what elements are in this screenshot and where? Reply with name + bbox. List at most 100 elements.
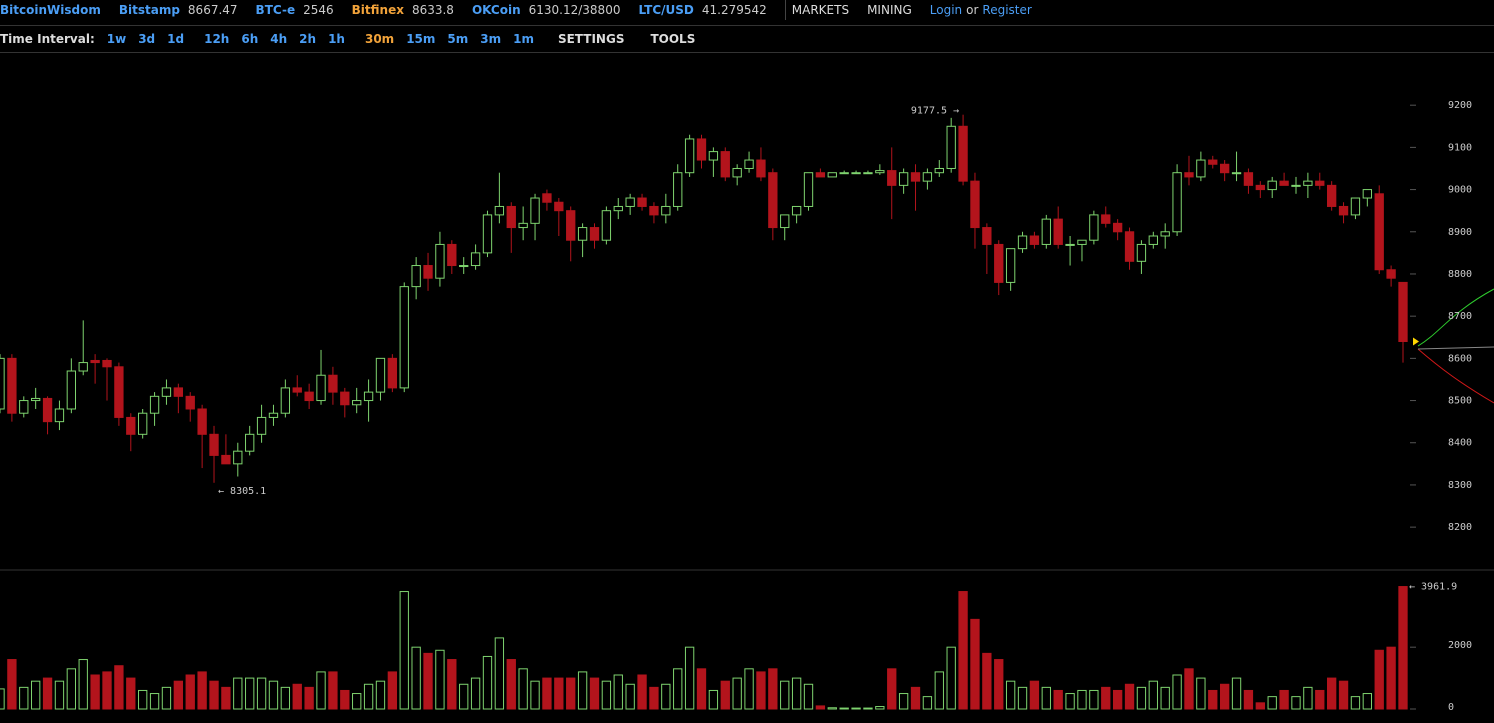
- volume-bar: [280, 686, 291, 710]
- interval[interactable]: 2h: [299, 32, 317, 46]
- interval[interactable]: 15m: [406, 32, 436, 46]
- candle-body: [447, 243, 457, 267]
- volume-bar: [506, 659, 516, 710]
- volume-bar: [1291, 696, 1301, 710]
- candle-body: [1017, 235, 1028, 250]
- volume-bar: [887, 668, 897, 710]
- volume-bar: [1148, 680, 1158, 710]
- ticker-name[interactable]: OKCoin: [471, 3, 521, 17]
- y-tick-label: 9100: [1448, 142, 1472, 153]
- volume-bar: [982, 652, 992, 710]
- login[interactable]: Login: [929, 3, 963, 17]
- interval[interactable]: 30m: [364, 32, 395, 46]
- candle-body: [1196, 159, 1206, 178]
- volume-bar: [1005, 680, 1016, 710]
- volume-bar: [1208, 689, 1218, 710]
- interval[interactable]: 6h: [241, 32, 259, 46]
- candle-body: [839, 172, 849, 175]
- volume-bar: [803, 683, 814, 710]
- menu[interactable]: MARKETS: [791, 3, 850, 17]
- volume-bar: [1112, 689, 1123, 710]
- volume-bar: [922, 696, 933, 710]
- ticker-name[interactable]: LTC/USD: [638, 3, 694, 17]
- candle-body: [554, 201, 564, 212]
- ticker-name[interactable]: BTC-e: [255, 3, 296, 17]
- candle-body: [1136, 243, 1147, 262]
- volume-bar: [958, 591, 968, 710]
- candle-body: [673, 172, 683, 207]
- interval[interactable]: 1h: [328, 32, 345, 46]
- candle-body: [459, 265, 469, 268]
- volume-bar: [851, 707, 861, 710]
- candle-body: [982, 227, 992, 245]
- ticker-name[interactable]: Bitstamp: [118, 3, 180, 17]
- volume-bar: [328, 671, 338, 710]
- candle-body: [209, 433, 219, 456]
- candle-body: [1148, 235, 1158, 245]
- candle-body: [1172, 172, 1182, 233]
- ticker-price: 6130.12/38800: [528, 3, 621, 17]
- menu[interactable]: TOOLS: [650, 32, 696, 46]
- candle-body: [494, 205, 505, 216]
- candle-body: [530, 197, 540, 224]
- interval[interactable]: 1d: [167, 32, 185, 46]
- volume-bar: [1267, 696, 1277, 710]
- volume-bar: [1398, 586, 1408, 710]
- candle-body: [1315, 180, 1325, 186]
- volume-bar: [970, 618, 980, 710]
- candle-body: [221, 454, 231, 465]
- ticker-price: 8667.47: [187, 3, 238, 17]
- candle-body: [173, 387, 184, 397]
- ticker-price: 8633.8: [411, 3, 454, 17]
- interval[interactable]: 4h: [270, 32, 288, 46]
- volume-tick-label: 0: [1448, 702, 1454, 713]
- volume-bar: [256, 677, 267, 710]
- ticker-price: 2546: [303, 3, 334, 17]
- candle-body: [1303, 180, 1313, 186]
- brand[interactable]: BitcoinWisdom: [0, 3, 101, 17]
- menu[interactable]: MINING: [867, 3, 912, 17]
- volume-bar: [459, 683, 469, 710]
- interval[interactable]: 3d: [138, 32, 156, 46]
- candle-body: [696, 138, 707, 161]
- volume-bar: [542, 677, 552, 710]
- candle-body: [233, 450, 243, 465]
- volume-bar: [720, 680, 730, 710]
- volume-bar: [756, 671, 766, 710]
- volume-bar: [138, 689, 148, 710]
- candle-body: [78, 362, 88, 372]
- volume-bar: [791, 677, 802, 710]
- volume-bar: [863, 707, 873, 710]
- candle-body: [970, 180, 980, 229]
- menu[interactable]: SETTINGS: [557, 32, 625, 46]
- top-bar: BitcoinWisdom Bitstamp 8667.47 BTC-e 2546 Bit…: [0, 0, 1494, 26]
- volume-bar: [304, 686, 314, 710]
- ticker-name[interactable]: Bitfinex: [351, 3, 404, 17]
- candle-body: [1255, 184, 1265, 191]
- volume-bar: [1315, 689, 1325, 710]
- candle-body: [649, 205, 659, 216]
- candle-body: [161, 387, 172, 397]
- register[interactable]: Register: [982, 3, 1032, 17]
- interval[interactable]: 1w: [106, 32, 127, 46]
- candle-body: [197, 408, 207, 435]
- volume-bar: [1326, 677, 1337, 710]
- interval[interactable]: 3m: [480, 32, 502, 46]
- volume-bar: [482, 655, 493, 710]
- volume-bar: [387, 671, 398, 710]
- volume-tick-label: 2000: [1448, 640, 1472, 651]
- interval[interactable]: 12h: [204, 32, 230, 46]
- toolbar: Time Interval: 1w 3d 1d 12h 6h 4h 2h 1h 30m 15m 5m 3…: [0, 27, 1494, 53]
- y-tick-label: 8300: [1448, 480, 1472, 491]
- volume-bar: [1124, 683, 1135, 710]
- volume-bar: [447, 659, 457, 710]
- interval[interactable]: 5m: [447, 32, 469, 46]
- candle-body: [0, 357, 5, 410]
- volume-bar: [435, 649, 445, 710]
- candle-body: [482, 214, 493, 254]
- volume-bar: [268, 680, 279, 710]
- candle-body: [946, 125, 956, 169]
- volume-bar: [1374, 649, 1384, 710]
- interval[interactable]: 1m: [513, 32, 534, 46]
